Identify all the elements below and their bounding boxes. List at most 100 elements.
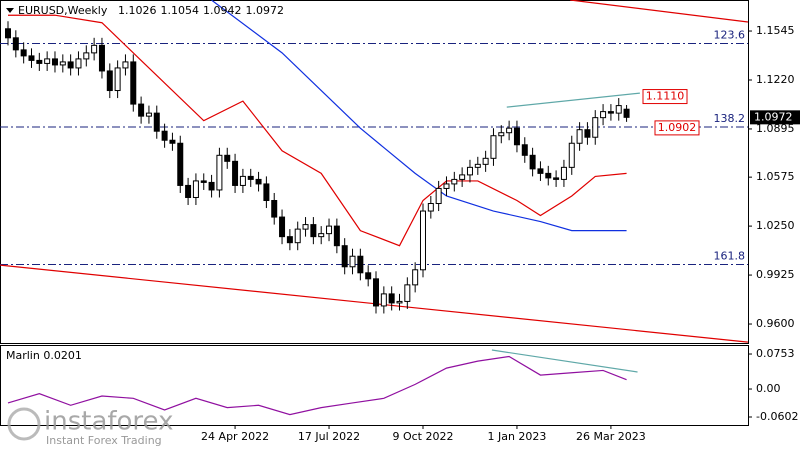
menu-arrow bbox=[6, 8, 14, 13]
candle-body bbox=[302, 224, 309, 230]
candle-body bbox=[232, 160, 239, 186]
candle-body bbox=[114, 67, 121, 92]
candle-body bbox=[59, 61, 66, 66]
indicator-line bbox=[491, 349, 638, 373]
y-tick-label: 1.0575 bbox=[756, 170, 795, 183]
candle-body bbox=[568, 142, 575, 168]
candle-body bbox=[396, 300, 403, 304]
candle-body bbox=[349, 255, 356, 268]
plot: 1.1545 1.1220 1.0895 1.0575 1.0250 0.9925 0.96… bbox=[0, 0, 800, 443]
fib-label: 123.6 bbox=[714, 29, 746, 42]
candle-body bbox=[482, 157, 489, 165]
candle-body bbox=[419, 210, 426, 271]
candle-body bbox=[279, 216, 286, 238]
candle-body bbox=[12, 37, 19, 51]
candle-body bbox=[67, 61, 74, 69]
candle-body bbox=[224, 154, 231, 162]
candle-body bbox=[326, 225, 333, 235]
candle-body bbox=[623, 108, 630, 118]
fib-label: 161.8 bbox=[714, 250, 746, 263]
candle-body bbox=[607, 111, 614, 114]
y2-tick-label: -0.0602 bbox=[756, 410, 798, 423]
candle-body bbox=[271, 199, 278, 218]
indicator-line bbox=[8, 14, 627, 247]
current-price: 1.0972 bbox=[754, 110, 793, 123]
candle-body bbox=[521, 144, 528, 156]
candle-body bbox=[28, 55, 35, 61]
candle-body bbox=[537, 168, 544, 174]
x-tick-label: 17 Jul 2022 bbox=[298, 430, 360, 443]
candle-body bbox=[200, 180, 207, 183]
candle-body bbox=[474, 163, 481, 168]
candle-body bbox=[560, 166, 567, 180]
candle-body bbox=[600, 111, 607, 119]
indicator-panel bbox=[0, 345, 749, 426]
main-panel bbox=[0, 0, 749, 344]
candle-body bbox=[185, 184, 192, 198]
candle-body bbox=[545, 172, 552, 179]
logo-name: instaforex bbox=[44, 407, 173, 437]
price-label-box bbox=[654, 120, 700, 136]
candle-body bbox=[490, 135, 497, 159]
y2-tick-label: 0.00 bbox=[756, 382, 781, 395]
price-label: 1.0902 bbox=[658, 121, 697, 134]
ohlc-value: 1.1026 bbox=[118, 4, 157, 17]
candle-body bbox=[239, 175, 246, 186]
candle-body bbox=[576, 129, 583, 144]
candle-body bbox=[615, 105, 622, 114]
candle-body bbox=[373, 278, 380, 307]
candle-body bbox=[498, 132, 505, 137]
ohlc-value: 1.0972 bbox=[246, 4, 285, 17]
y2-tick-label: 0.0753 bbox=[756, 347, 795, 360]
logo-tagline: Instant Forex Trading bbox=[46, 434, 162, 447]
ohlc-value: 1.0942 bbox=[203, 4, 242, 17]
candle-body bbox=[161, 130, 168, 141]
candle-body bbox=[459, 174, 466, 180]
candle-body bbox=[20, 49, 27, 57]
price-label: 1.1110 bbox=[646, 90, 685, 103]
candle-body bbox=[36, 59, 43, 64]
candle-body bbox=[341, 245, 348, 268]
candle-body bbox=[451, 178, 458, 185]
candle-body bbox=[130, 61, 137, 105]
candle-body bbox=[365, 272, 372, 280]
candle-body bbox=[263, 183, 270, 201]
indicator-label: Marlin 0.0201 bbox=[6, 349, 82, 362]
candle-body bbox=[75, 58, 82, 69]
price-label-box bbox=[642, 89, 688, 105]
candle-body bbox=[255, 178, 262, 185]
fib-label: 138.2 bbox=[714, 112, 746, 125]
candle-body bbox=[357, 255, 364, 274]
candle-body bbox=[412, 269, 419, 286]
candle-body bbox=[44, 58, 51, 64]
candle-body bbox=[153, 112, 160, 132]
chart-title: EURUSD,Weekly bbox=[18, 4, 108, 17]
y-tick-label: 0.9925 bbox=[756, 268, 795, 281]
indicator-line bbox=[570, 0, 748, 23]
candle-body bbox=[208, 181, 215, 191]
candle-body bbox=[388, 293, 395, 304]
ohlc-value: 1.1054 bbox=[161, 4, 200, 17]
candle-body bbox=[122, 61, 129, 69]
candle-body bbox=[380, 293, 387, 307]
candle-body bbox=[506, 127, 513, 134]
indicator-line bbox=[506, 92, 640, 108]
candle-body bbox=[216, 154, 223, 191]
candle-body bbox=[51, 58, 58, 66]
candle-body bbox=[513, 127, 520, 146]
candle-body bbox=[435, 187, 442, 205]
y-tick-label: 0.9600 bbox=[756, 317, 795, 330]
candle-body bbox=[169, 139, 176, 144]
logo: instaforex Instant Forex Trading bbox=[7, 407, 173, 447]
candle-body bbox=[192, 180, 199, 198]
candle-body bbox=[553, 177, 560, 180]
current-price-box bbox=[750, 110, 800, 125]
candle-body bbox=[177, 142, 184, 186]
candle-body bbox=[427, 203, 434, 212]
indicator-line bbox=[7, 355, 627, 416]
x-tick-label: 26 Mar 2023 bbox=[576, 430, 646, 443]
y-tick-label: 1.1220 bbox=[756, 73, 795, 86]
y-tick-label: 1.1545 bbox=[756, 24, 795, 37]
